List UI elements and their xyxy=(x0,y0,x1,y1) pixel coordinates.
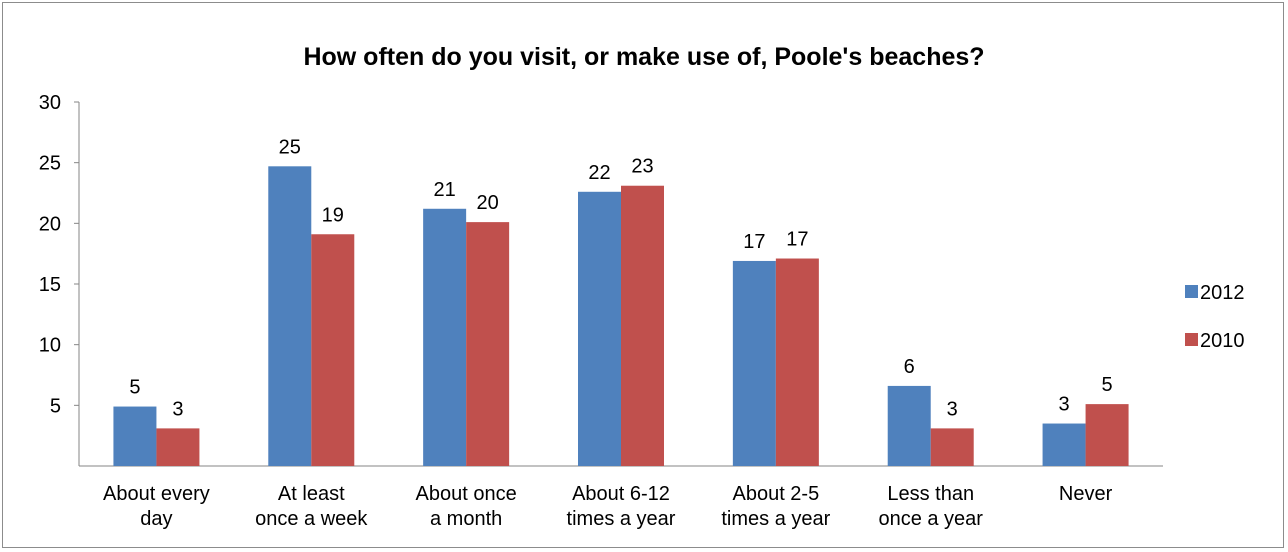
bar-2010-5 xyxy=(930,428,974,466)
x-category-label: About once a month xyxy=(416,483,517,530)
data-label: 19 xyxy=(322,204,344,226)
legend: 2012 2010 xyxy=(1185,282,1245,352)
x-category-label-line: About 2-5 xyxy=(732,483,819,505)
data-label: 6 xyxy=(904,356,915,378)
bar-2010-0 xyxy=(156,428,200,466)
x-category-label-line: Less than xyxy=(887,483,974,505)
data-label: 20 xyxy=(477,192,499,214)
data-label: 17 xyxy=(786,229,808,251)
data-label: 17 xyxy=(743,231,765,253)
bar-2010-4 xyxy=(775,258,819,466)
bar-2010-2 xyxy=(466,222,510,466)
data-label: 22 xyxy=(588,162,610,184)
x-category-label-line: Never xyxy=(1059,483,1113,505)
legend-label: 2010 xyxy=(1200,330,1245,352)
legend-swatch-2012 xyxy=(1185,285,1198,298)
data-label: 3 xyxy=(1059,394,1070,416)
data-label: 23 xyxy=(631,156,653,178)
y-tick-label: 20 xyxy=(39,213,61,235)
chart-title: How often do you visit, or make use of, … xyxy=(303,43,984,71)
y-tick-label: 10 xyxy=(39,335,61,357)
bar-2010-1 xyxy=(311,234,355,466)
data-label: 3 xyxy=(947,398,958,420)
x-category-label: Never xyxy=(1059,483,1113,505)
x-category-label-line: day xyxy=(140,508,172,530)
y-tick-label: 15 xyxy=(39,274,61,296)
x-category-label-line: About once xyxy=(416,483,517,505)
data-label: 3 xyxy=(172,398,183,420)
data-label: 5 xyxy=(129,377,140,399)
y-tick-label: 30 xyxy=(39,92,61,114)
x-category-label-line: once a week xyxy=(255,508,368,530)
x-category-label-line: a month xyxy=(430,508,502,530)
axes: 5 10 15 20 25 30 About every day At least once a … xyxy=(39,92,1163,530)
bar-2012-5 xyxy=(887,385,931,466)
y-tick-label: 5 xyxy=(50,395,61,417)
x-category-label-line: About 6-12 xyxy=(572,483,670,505)
x-category-label-line: times a year xyxy=(721,508,830,530)
bars xyxy=(113,166,1129,467)
x-category-label-line: once a year xyxy=(878,508,983,530)
x-category-label: Less than once a year xyxy=(878,483,983,530)
x-category-label: About 2-5 times a year xyxy=(721,483,830,530)
data-label: 5 xyxy=(1102,374,1113,396)
bar-2012-0 xyxy=(113,406,157,466)
bar-2010-3 xyxy=(621,185,664,466)
x-category-label: About every day xyxy=(103,483,210,530)
data-labels: 5 25 21 22 17 6 3 3 19 20 23 17 3 5 xyxy=(129,136,1112,420)
x-category-label-line: About every xyxy=(103,483,210,505)
x-category-label: At least once a week xyxy=(255,483,368,530)
x-category-label-line: At least xyxy=(278,483,345,505)
bar-2012-1 xyxy=(268,166,312,466)
bar-2012-4 xyxy=(732,260,776,466)
bar-2012-3 xyxy=(578,191,621,466)
bar-2012-2 xyxy=(423,208,467,467)
x-category-label: About 6-12 times a year xyxy=(567,483,676,530)
legend-swatch-2010 xyxy=(1185,333,1198,346)
data-label: 25 xyxy=(279,136,301,158)
bar-2010-6 xyxy=(1085,404,1129,466)
bar-2012-6 xyxy=(1042,423,1086,466)
x-category-label-line: times a year xyxy=(567,508,676,530)
legend-label: 2012 xyxy=(1200,282,1245,304)
y-tick-label: 25 xyxy=(39,153,61,175)
data-label: 21 xyxy=(434,179,456,201)
